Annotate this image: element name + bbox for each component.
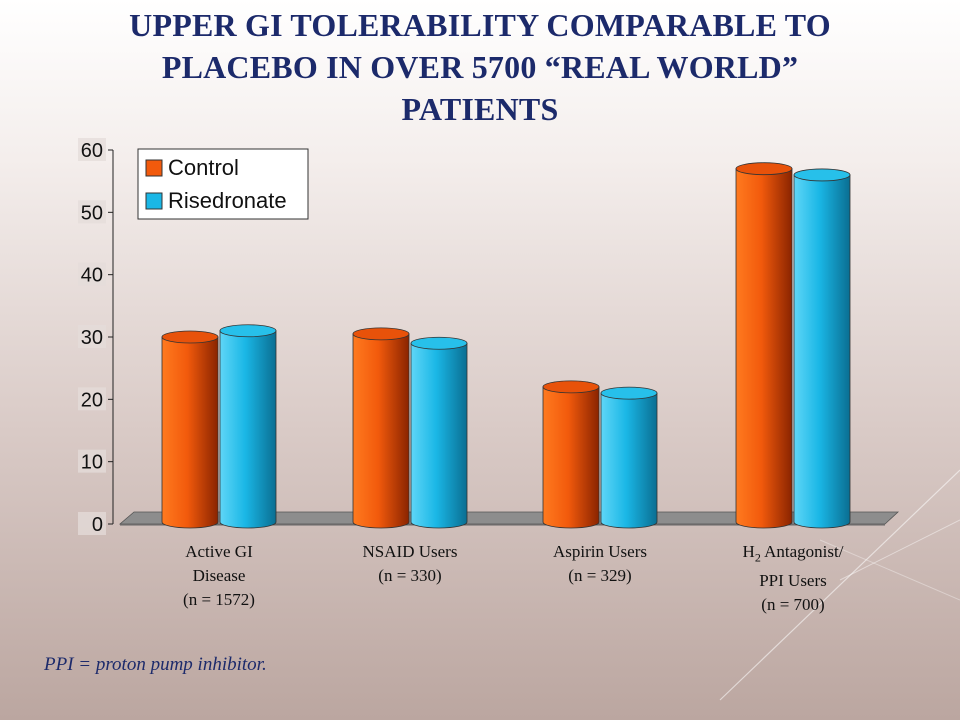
label-text: Antagonist/ [760,542,844,561]
label-text: (n = 700) [761,595,825,615]
bar-body [600,392,658,529]
label-text: H [742,542,755,561]
y-tick-label-bg [78,449,106,473]
y-tick-label: 30 [81,327,103,349]
bar-body [352,333,410,529]
bar-control-1 [352,327,410,529]
bar-top [161,330,219,344]
bar-risedronate-3 [793,168,851,529]
x-category-label-line: (n = 700) [708,593,878,617]
label-text: PPI Users [759,571,827,591]
y-tick-label-bg [78,200,106,224]
bar-top [793,168,851,182]
x-category-label: Aspirin Users (n = 329) [515,540,685,588]
x-category-label: NSAID Users (n = 330) [325,540,495,588]
bar-risedronate-1 [410,336,468,529]
x-category-label-line: (n = 1572) [134,588,304,612]
bar-risedronate-2 [600,386,658,529]
bar-top [352,327,410,341]
bar-body [793,174,851,529]
y-tick-label-bg [78,512,106,535]
bar-top [219,324,277,338]
bar-body [219,330,277,529]
y-tick-label: 0 [92,514,103,536]
y-tick-label-bg [78,325,106,348]
x-category-label-line: PPI Users [708,569,878,593]
bar-top [542,380,600,394]
y-tick-label-bg [78,262,106,286]
x-category-label: Active GI Disease (n = 1572) [134,540,304,612]
label-text: Active GI [185,542,253,561]
slide-title: UPPER GI TOLERABILITY COMPARABLE TO PLAC… [0,4,960,130]
label-text: (n = 329) [568,566,632,585]
label-text: Disease [192,566,246,585]
legend-label-risedronate: Risedronate [168,188,287,213]
legend-swatch-risedronate [145,192,163,210]
bar-body [161,336,219,529]
y-tick-label: 50 [81,202,103,224]
x-category-label-line: Aspirin Users [515,540,685,564]
legend-box [137,148,309,220]
y-tick-label-bg [78,138,106,161]
bar-body [542,386,600,529]
label-text: (n = 330) [378,566,442,585]
bar-control-0 [161,330,219,529]
y-tick-label: 20 [81,389,103,411]
title-line-3: PATIENTS [401,91,559,127]
label-text: (n = 1572) [183,590,255,609]
legend-label-control: Control [168,155,239,180]
subscript-text: 2 [754,550,761,565]
x-category-label: H2 Antagonist/PPI Users (n = 700) [708,540,878,617]
label-text: Aspirin Users [553,542,647,561]
title-line-2: PLACEBO IN OVER 5700 “REAL WORLD” [161,49,799,85]
footnote: PPI = proton pump inhibitor. [44,654,267,675]
y-tick-label: 60 [81,140,103,162]
bar-risedronate-0 [219,324,277,529]
label-text: NSAID Users [362,542,458,561]
x-category-label-line: (n = 330) [325,564,495,588]
bar-top [600,386,658,400]
bar-control-2 [542,380,600,529]
x-category-label-line: Active GI [134,540,304,564]
y-tick-label: 10 [81,452,103,474]
legend-swatch-control [145,159,163,177]
y-tick-label: 40 [81,265,103,287]
bar-top [410,336,468,350]
x-category-label-line: NSAID Users [325,540,495,564]
y-tick-label-bg [78,387,106,411]
bar-control-3 [735,162,793,529]
bar-top [735,162,793,176]
title-line-1: UPPER GI TOLERABILITY COMPARABLE TO [129,7,831,43]
x-category-label-line: Disease [134,564,304,588]
x-category-label-line: H2 Antagonist/ [708,540,878,569]
bar-body [410,342,468,529]
bar-body [735,168,793,529]
x-category-label-line: (n = 329) [515,564,685,588]
